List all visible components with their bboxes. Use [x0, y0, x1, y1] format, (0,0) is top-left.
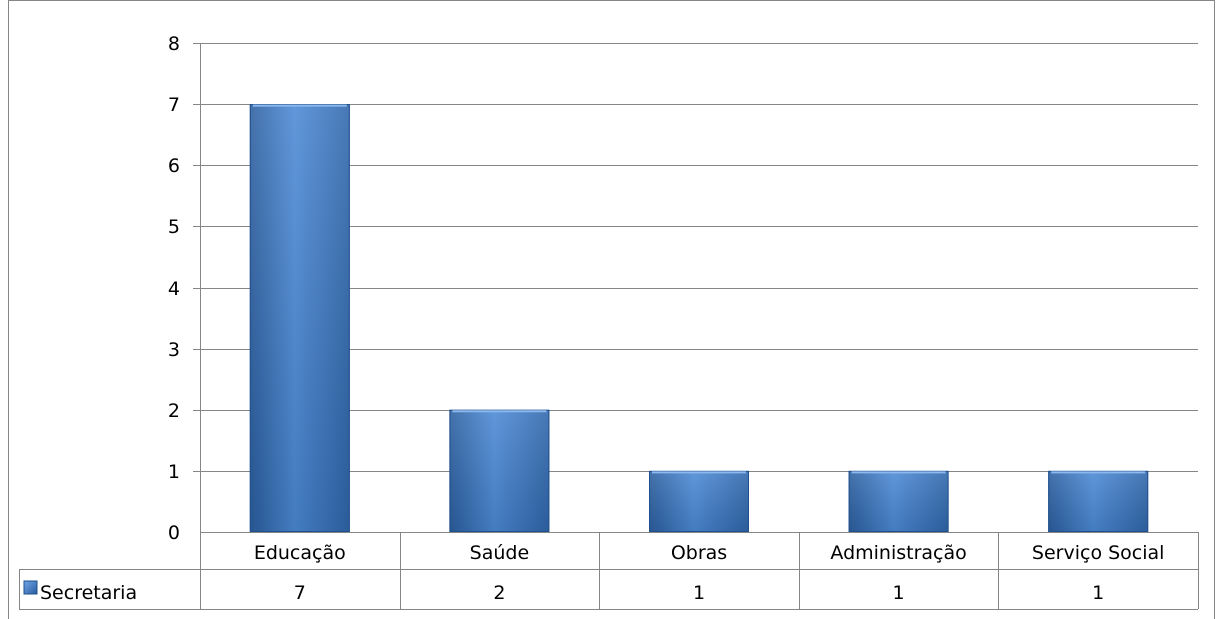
y-tick-label: 0: [168, 522, 180, 544]
data-table-value: 1: [693, 582, 705, 604]
category-label: Administração: [830, 542, 966, 564]
category-label: Obras: [671, 542, 727, 564]
data-table-value: 1: [1092, 582, 1104, 604]
category-label: Serviço Social: [1032, 542, 1165, 564]
bar: [449, 409, 550, 532]
bar: [649, 470, 749, 532]
data-table-value: 2: [493, 582, 505, 604]
bar: [249, 104, 350, 532]
legend-key: [23, 580, 38, 595]
data-table-value: 1: [893, 582, 905, 604]
data-table: Educação 7 Saúde 2 Obras 1 Administração 1 Servi…: [19, 532, 1199, 610]
chart-frame: [8, 0, 1215, 619]
bar: [848, 470, 949, 532]
y-tick-label: 3: [168, 339, 180, 361]
y-tick-label: 5: [168, 216, 180, 238]
y-axis-ticks: 0 1 2 3 4 5 6 7 8: [168, 33, 180, 544]
gridlines: [193, 43, 1198, 532]
y-tick-label: 4: [168, 278, 180, 300]
data-table-value: 7: [294, 582, 306, 604]
y-tick-label: 1: [168, 461, 180, 483]
series-name-label: Secretaria: [40, 582, 137, 604]
bars: [249, 104, 1149, 532]
category-label: Educação: [254, 542, 346, 564]
y-tick-label: 7: [168, 94, 180, 116]
bar: [1048, 470, 1149, 532]
y-tick-label: 8: [168, 33, 180, 55]
y-tick-label: 2: [168, 400, 180, 422]
y-tick-label: 6: [168, 155, 180, 177]
category-label: Saúde: [470, 542, 530, 564]
